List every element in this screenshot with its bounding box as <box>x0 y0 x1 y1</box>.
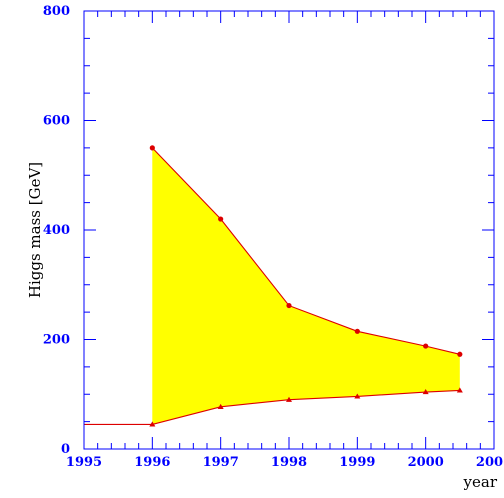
y-tick-label: 800 <box>43 4 70 19</box>
uncertainty-band <box>152 147 460 425</box>
data-point <box>286 302 292 309</box>
x-tick-label: 1998 <box>271 455 307 470</box>
data-point <box>217 403 224 409</box>
plot-band <box>152 147 460 425</box>
x-tick-label: 1999 <box>339 455 375 470</box>
data-point <box>149 421 156 427</box>
data-point <box>354 393 361 399</box>
x-tick-labels: 1995 1996 1997 1998 1999 2000 2001 <box>66 455 504 470</box>
x-tick-label: 1996 <box>134 455 170 470</box>
data-point <box>423 343 429 349</box>
y-tick-label: 600 <box>43 114 70 129</box>
x-tick-label: 1997 <box>203 455 239 470</box>
data-point <box>422 389 429 395</box>
data-point <box>286 396 292 402</box>
y-tick-label: 200 <box>43 333 70 348</box>
data-point <box>456 387 463 393</box>
x-axis-title: year <box>463 473 498 491</box>
y-tick-labels: 0 200 400 600 800 <box>43 4 70 457</box>
data-point <box>354 328 360 334</box>
y-tick-label: 0 <box>61 442 70 457</box>
x-tick-label: 2001 <box>476 455 504 470</box>
data-point <box>149 145 155 151</box>
x-tick-label: 2000 <box>408 455 444 470</box>
x-ticks <box>83 11 495 449</box>
series-line-1 <box>151 147 460 355</box>
x-tick-label: 1995 <box>66 455 102 470</box>
data-point <box>457 351 463 357</box>
y-ticks <box>84 10 494 450</box>
series-markers <box>149 145 463 427</box>
y-axis-title: Higgs mass [GeV] <box>26 162 44 298</box>
data-point <box>218 216 224 222</box>
y-tick-label: 400 <box>43 223 70 238</box>
